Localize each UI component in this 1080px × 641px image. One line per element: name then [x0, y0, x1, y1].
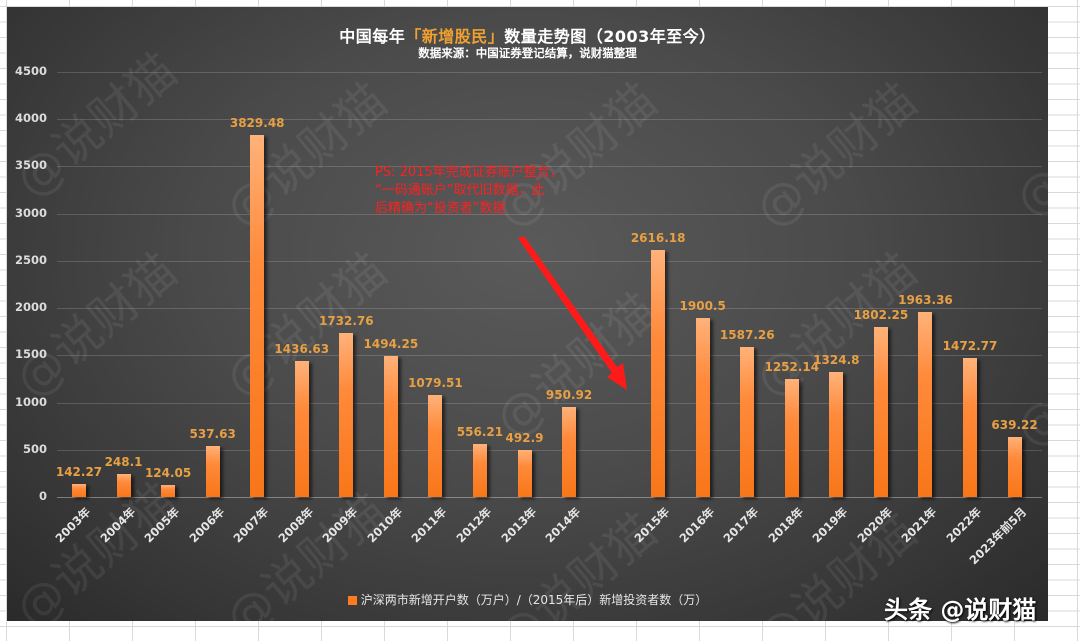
y-tick-label: 2000	[14, 300, 47, 315]
bar[interactable]	[205, 446, 220, 497]
value-label: 1802.25	[853, 307, 909, 322]
value-label: 639.22	[991, 417, 1038, 432]
bar[interactable]	[829, 371, 844, 497]
value-label: 950.92	[545, 388, 593, 403]
value-label: 1494.25	[363, 336, 419, 351]
bar[interactable]	[784, 378, 799, 497]
legend-swatch	[347, 596, 357, 605]
bar[interactable]	[873, 326, 888, 497]
bar[interactable]	[651, 249, 666, 497]
title-suffix: 数量走势图（2003年至今）	[504, 27, 716, 46]
bar[interactable]	[472, 444, 487, 497]
bar[interactable]	[428, 395, 443, 497]
value-label: 3829.48	[229, 116, 285, 131]
bar[interactable]	[1007, 436, 1022, 497]
value-label: 1900.5	[679, 298, 726, 313]
value-label: 2616.18	[630, 230, 686, 245]
y-tick-label: 1000	[14, 394, 47, 409]
gridline	[57, 449, 1042, 451]
value-label: 1963.36	[898, 292, 953, 307]
bar[interactable]	[695, 317, 710, 497]
annotation-note: PS: 2015年完成证券账户整合， “一码通账户”取代旧数据，此 后精确为“投…	[375, 164, 625, 218]
value-label: 556.21	[456, 425, 504, 440]
brand-watermark: 头条 @说财猫	[884, 596, 1037, 624]
gridline	[57, 308, 1042, 310]
gridline	[57, 119, 1042, 121]
gridline	[57, 355, 1042, 357]
bar[interactable]	[740, 347, 755, 497]
value-label: 537.63	[189, 427, 236, 442]
bar[interactable]	[918, 311, 933, 497]
annotation-line: “一码通账户”取代旧数据，此	[375, 183, 545, 198]
y-tick-label: 0	[38, 489, 47, 503]
gridline	[57, 402, 1042, 404]
bar[interactable]	[562, 407, 577, 497]
value-label: 1587.26	[719, 328, 775, 343]
bar[interactable]	[116, 473, 131, 497]
y-tick-label: 1500	[14, 347, 47, 362]
value-label: 124.05	[144, 466, 192, 481]
bar[interactable]	[294, 361, 309, 497]
bar[interactable]	[161, 485, 176, 497]
y-tick-label: 2500	[14, 252, 47, 267]
value-label: 1732.76	[318, 314, 374, 329]
y-tick-label: 4000	[14, 111, 47, 126]
title-highlight: 「新增股民」	[405, 27, 505, 46]
value-label: 1079.51	[408, 376, 463, 391]
value-label: 1472.77	[942, 338, 998, 353]
title-prefix: 中国每年	[339, 27, 406, 46]
bar[interactable]	[250, 135, 265, 497]
value-label: 142.27	[55, 464, 103, 479]
gridline	[57, 260, 1042, 262]
chart-subtitle: 数据来源：中国证券登记结算，说财猫整理	[418, 46, 637, 60]
bar[interactable]	[72, 483, 86, 497]
bar[interactable]	[339, 333, 354, 497]
red-arrow-icon	[518, 236, 627, 390]
value-label: 492.9	[505, 431, 544, 446]
legend-label: 沪深两市新增开户数（万户）/（2015年后）新增投资者数（万）	[360, 593, 708, 607]
annotation-line: 后精确为“投资者”数据	[375, 201, 506, 216]
chart-area[interactable]: @说财猫 @说财猫 @说财猫 @说财猫 @说财猫 @说财猫 @说财猫 @说财猫 @说财猫 @说财猫…	[7, 7, 1048, 621]
bar[interactable]	[383, 355, 398, 497]
y-tick-label: 3500	[14, 158, 47, 173]
legend[interactable]: 沪深两市新增开户数（万户）/（2015年后）新增投资者数（万）	[7, 591, 1048, 608]
y-tick-label: 500	[22, 441, 47, 456]
x-axis-line	[57, 497, 1042, 498]
value-label: 248.1	[104, 454, 143, 469]
gridline	[57, 72, 1042, 73]
value-label: 1324.8	[813, 352, 860, 367]
chart-title: 中国每年「新增股民」数量走势图（2003年至今）	[7, 23, 1048, 47]
gridline	[57, 213, 1042, 215]
y-tick-label: 4500	[14, 64, 47, 78]
bar[interactable]	[963, 357, 977, 497]
value-label: 1436.63	[274, 342, 330, 357]
y-tick-label: 3000	[14, 205, 47, 220]
gridline	[57, 166, 1042, 168]
annotation-line: PS: 2015年完成证券账户整合，	[375, 165, 563, 180]
value-label: 1252.14	[764, 359, 820, 374]
bar[interactable]	[517, 450, 532, 497]
